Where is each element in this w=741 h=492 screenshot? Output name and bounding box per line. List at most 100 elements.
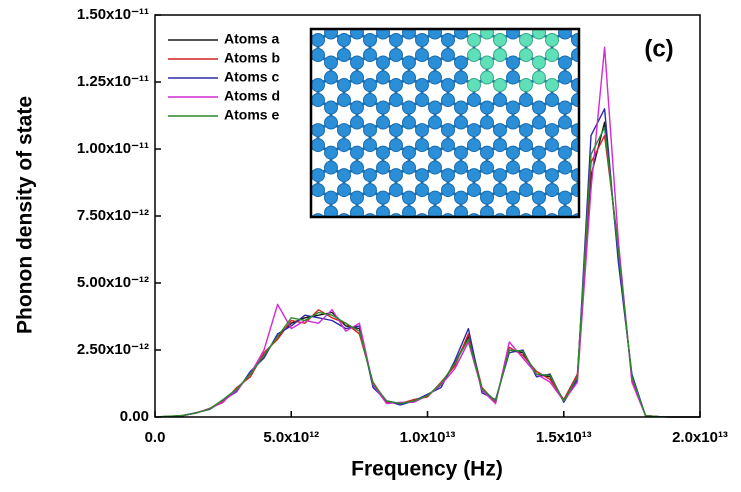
bond [292, 123, 305, 131]
bond [526, 303, 539, 311]
atom [260, 274, 273, 287]
bond [344, 258, 357, 266]
bond [305, 303, 318, 311]
atom [585, 101, 598, 114]
atom [350, 205, 364, 216]
bond [253, 235, 266, 243]
bond [279, 213, 292, 221]
bond [279, 78, 292, 86]
atom [571, 78, 578, 93]
atom [480, 100, 494, 115]
atom [351, 251, 364, 264]
atom [312, 183, 325, 198]
atom [350, 190, 364, 205]
atom [507, 251, 520, 264]
atom [558, 190, 572, 205]
atom [520, 274, 533, 287]
bond [331, 258, 344, 266]
bond [383, 10, 396, 18]
atom [363, 33, 377, 47]
atom [351, 281, 364, 294]
bond [266, 10, 279, 18]
atom [376, 55, 390, 70]
atom [545, 138, 559, 153]
atom [494, 213, 506, 216]
bond [669, 78, 682, 86]
atom [519, 183, 533, 198]
bond [253, 168, 266, 176]
bond [292, 303, 305, 311]
atom [416, 229, 429, 242]
atom [572, 213, 578, 216]
atom [598, 184, 611, 197]
bond [435, 280, 448, 288]
atom [637, 116, 650, 129]
bond [344, 280, 357, 288]
atom [598, 229, 611, 242]
bond [253, 123, 266, 131]
atom [428, 160, 442, 175]
atom [481, 251, 494, 264]
atom [467, 123, 481, 138]
bond [604, 235, 617, 243]
bond [643, 303, 656, 311]
bond [292, 235, 305, 243]
bond [461, 280, 474, 288]
bond [552, 280, 565, 288]
atom [350, 145, 364, 160]
bond [630, 32, 643, 40]
atom [402, 70, 416, 85]
bond [630, 303, 643, 311]
atom [585, 56, 598, 69]
bond [279, 123, 292, 131]
atom [390, 0, 403, 1]
bond [253, 10, 266, 18]
bond [227, 145, 240, 153]
atom [416, 213, 428, 216]
bond [591, 32, 604, 40]
atom [389, 93, 403, 108]
atom [571, 183, 578, 198]
bond [461, 235, 474, 243]
atom [663, 191, 676, 204]
atom [389, 123, 403, 138]
bond [292, 213, 305, 221]
atom [247, 236, 260, 249]
atom [624, 34, 637, 47]
atom [402, 145, 416, 160]
atom [376, 100, 390, 115]
atom [299, 71, 312, 84]
atom [324, 115, 338, 130]
atom [571, 138, 578, 153]
atom [545, 168, 559, 183]
bond [604, 258, 617, 266]
atom [247, 251, 260, 264]
bond [344, 303, 357, 311]
bond [500, 303, 513, 311]
atom [650, 229, 663, 242]
bond [565, 280, 578, 288]
atom [442, 213, 454, 216]
atom [312, 229, 325, 242]
bond [292, 10, 305, 18]
bond [292, 78, 305, 86]
bond [279, 190, 292, 198]
x-tick-label: 5.0x10¹² [263, 429, 319, 446]
atom [247, 161, 260, 174]
bond [305, 235, 318, 243]
atom [324, 55, 338, 70]
atom [611, 56, 624, 69]
atom [390, 213, 402, 216]
legend-label: Atoms e [224, 107, 279, 123]
bond [357, 303, 370, 311]
bond [448, 303, 461, 311]
x-tick-label: 2.0x10¹³ [672, 429, 728, 446]
atom [468, 274, 481, 287]
x-tick-label: 1.5x10¹³ [536, 429, 592, 446]
bond [539, 258, 552, 266]
atom [286, 229, 299, 242]
atom [559, 296, 572, 309]
atom [624, 184, 637, 197]
bond [292, 258, 305, 266]
bond [487, 303, 500, 311]
